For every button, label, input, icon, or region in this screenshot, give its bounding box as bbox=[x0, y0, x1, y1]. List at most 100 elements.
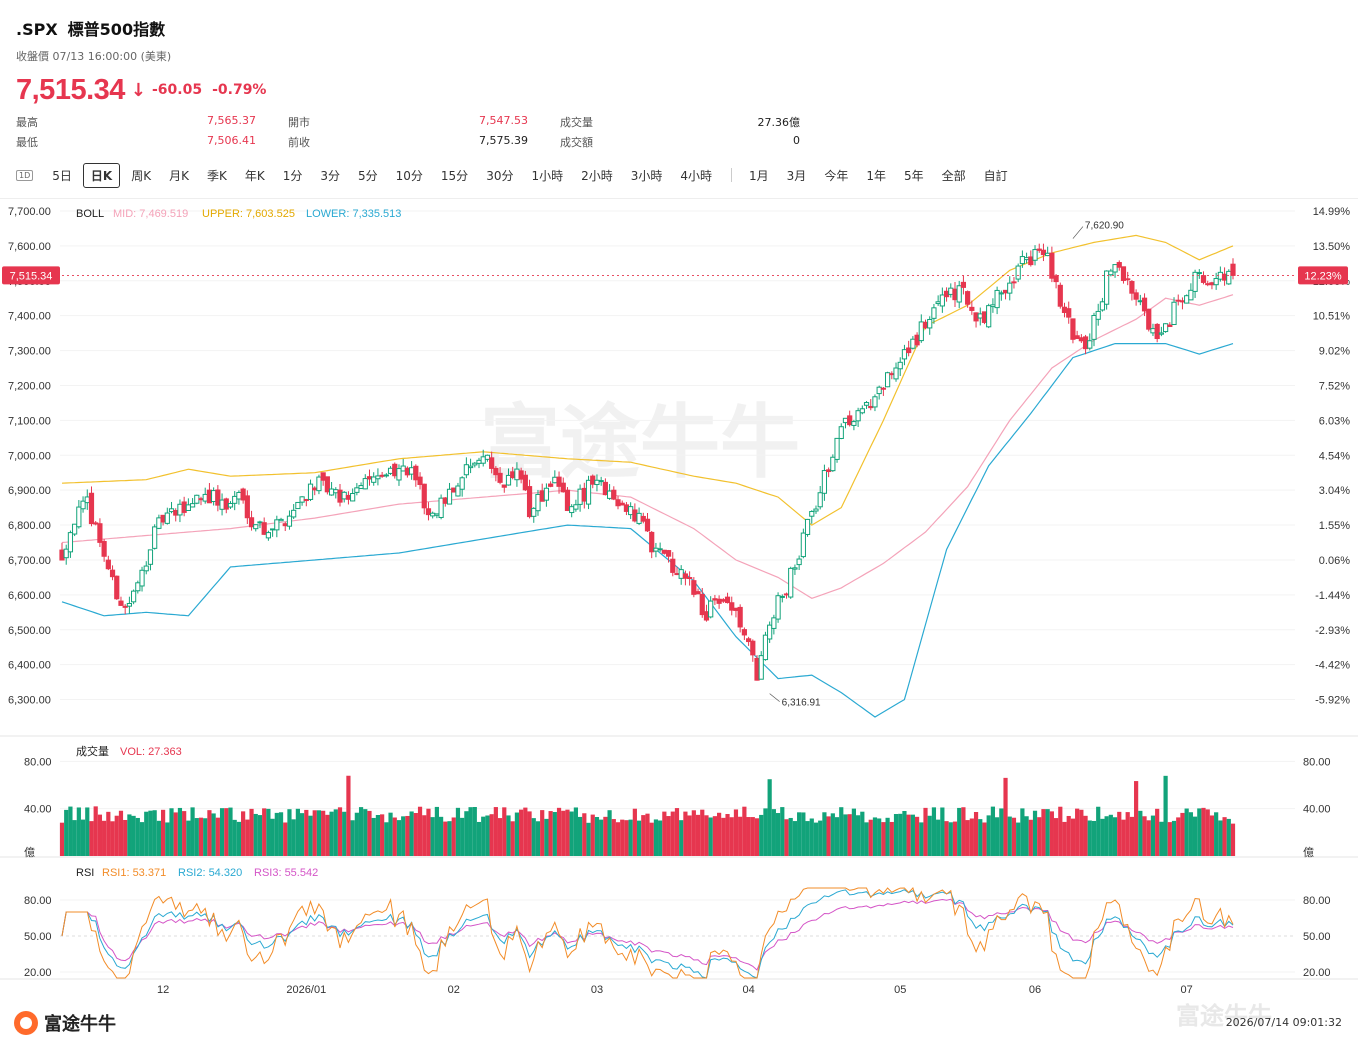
period-tab[interactable]: 年K bbox=[244, 168, 265, 183]
price-tick-label: 6,800.00 bbox=[8, 520, 51, 532]
pct-tick-label: 1.55% bbox=[1319, 520, 1350, 532]
volume-bar bbox=[856, 815, 861, 856]
candle-body bbox=[122, 605, 128, 608]
period-tab[interactable]: 1分 bbox=[282, 168, 303, 183]
candle-body bbox=[328, 488, 335, 496]
volume-bar bbox=[1045, 809, 1050, 856]
period-tab[interactable]: 30分 bbox=[486, 168, 514, 183]
candle-body bbox=[590, 475, 596, 485]
candle-body bbox=[636, 512, 642, 524]
period-tab[interactable]: 3分 bbox=[320, 168, 340, 183]
volume-bar bbox=[329, 811, 334, 856]
volume-bar bbox=[59, 822, 65, 856]
volume-bar bbox=[1016, 822, 1021, 856]
period-tab[interactable]: 10分 bbox=[395, 168, 423, 183]
candle-body bbox=[459, 477, 465, 490]
period-tab[interactable]: 1小時 bbox=[531, 168, 564, 183]
period-tab[interactable]: 月K bbox=[169, 168, 189, 183]
candle-body bbox=[788, 567, 794, 598]
candle-body bbox=[147, 549, 154, 565]
volume-bar bbox=[1142, 816, 1147, 856]
period-tab[interactable]: 4小時 bbox=[680, 168, 713, 183]
volume-bar bbox=[316, 810, 322, 856]
candle-body bbox=[1175, 299, 1181, 302]
candle-body bbox=[510, 471, 516, 479]
volume-bar bbox=[236, 821, 242, 856]
period-tab[interactable]: 1月 bbox=[749, 168, 769, 183]
volume-bar bbox=[506, 815, 511, 856]
candle-body bbox=[409, 467, 415, 475]
volume-bar bbox=[1007, 816, 1012, 856]
rsi-tick-label: 80.00 bbox=[24, 895, 52, 907]
intraday-icon[interactable]: 1D bbox=[16, 169, 34, 181]
candle-body bbox=[1205, 283, 1211, 286]
candle-body bbox=[729, 602, 735, 611]
volume-bar bbox=[746, 817, 751, 856]
timestamp: 2026/07/14 09:01:32 bbox=[1225, 1016, 1342, 1029]
volume-bar bbox=[1171, 820, 1177, 856]
period-tab[interactable]: 日K bbox=[82, 162, 121, 188]
volume-bar bbox=[666, 816, 671, 856]
candle-body bbox=[560, 482, 566, 493]
volume-bar bbox=[868, 819, 873, 856]
volume-bar bbox=[194, 818, 199, 856]
volume-bar bbox=[527, 811, 532, 856]
boll-legend-upper: UPPER: 7,603.525 bbox=[202, 208, 295, 220]
candle-body bbox=[986, 305, 992, 328]
candle-body bbox=[400, 465, 406, 472]
candle-body bbox=[1112, 264, 1118, 273]
volume-bar bbox=[85, 807, 90, 856]
volume-bar bbox=[742, 806, 747, 856]
candle-body bbox=[800, 532, 806, 558]
price-row: 7,515.34 ↓ -60.05 -0.79% bbox=[16, 72, 276, 108]
period-tab[interactable]: 5日 bbox=[52, 168, 72, 183]
volume-bar bbox=[384, 822, 389, 856]
candle-body bbox=[291, 509, 297, 518]
volume-bar bbox=[405, 815, 410, 856]
candle-body bbox=[118, 600, 124, 606]
volume-bar bbox=[725, 814, 730, 856]
period-tab[interactable]: 周K bbox=[131, 168, 152, 183]
period-tab[interactable]: 15分 bbox=[440, 168, 469, 183]
period-tab[interactable]: 5分 bbox=[357, 168, 378, 183]
period-tab[interactable]: 2小時 bbox=[581, 168, 613, 183]
period-tab[interactable]: 1年 bbox=[866, 168, 886, 183]
x-tick-label: 05 bbox=[894, 984, 906, 996]
volume-bar bbox=[687, 815, 692, 856]
candle-body bbox=[1019, 256, 1025, 265]
period-tab[interactable]: 全部 bbox=[941, 168, 966, 183]
volume-bar bbox=[561, 810, 566, 856]
candle-body bbox=[855, 410, 861, 422]
period-tab[interactable]: 自訂 bbox=[983, 168, 1008, 183]
period-tab[interactable]: 3小時 bbox=[630, 168, 663, 183]
period-tab[interactable]: 季K bbox=[206, 168, 227, 183]
volume-bar bbox=[72, 820, 77, 856]
volume-bar bbox=[649, 822, 654, 856]
candle-body bbox=[884, 372, 891, 388]
volume-bar bbox=[287, 809, 292, 856]
candle-body bbox=[1184, 295, 1190, 304]
candle-body bbox=[413, 465, 419, 481]
candle-body bbox=[383, 474, 389, 477]
volume-bar bbox=[893, 814, 899, 856]
high-pointer bbox=[1072, 226, 1084, 239]
candle-body bbox=[223, 498, 229, 510]
period-tab[interactable]: 今年 bbox=[824, 168, 849, 183]
period-tab[interactable]: 3月 bbox=[786, 168, 807, 183]
volume-bar bbox=[674, 808, 680, 856]
rsi-tick-label: 20.00 bbox=[24, 967, 52, 979]
candle-body bbox=[767, 624, 773, 640]
volume-bar bbox=[1192, 816, 1198, 856]
candle-body bbox=[674, 573, 680, 576]
candle-body bbox=[1036, 248, 1042, 251]
volume-bar bbox=[636, 820, 642, 856]
candle-body bbox=[1061, 306, 1068, 313]
candle-body bbox=[522, 474, 528, 491]
period-tab[interactable]: 5年 bbox=[903, 168, 924, 183]
candle-body bbox=[72, 523, 78, 535]
volume-bar bbox=[523, 807, 528, 856]
volume-bar bbox=[822, 812, 827, 856]
candle-body bbox=[585, 479, 592, 505]
candle-body bbox=[404, 467, 411, 476]
volume-bar bbox=[481, 816, 486, 856]
